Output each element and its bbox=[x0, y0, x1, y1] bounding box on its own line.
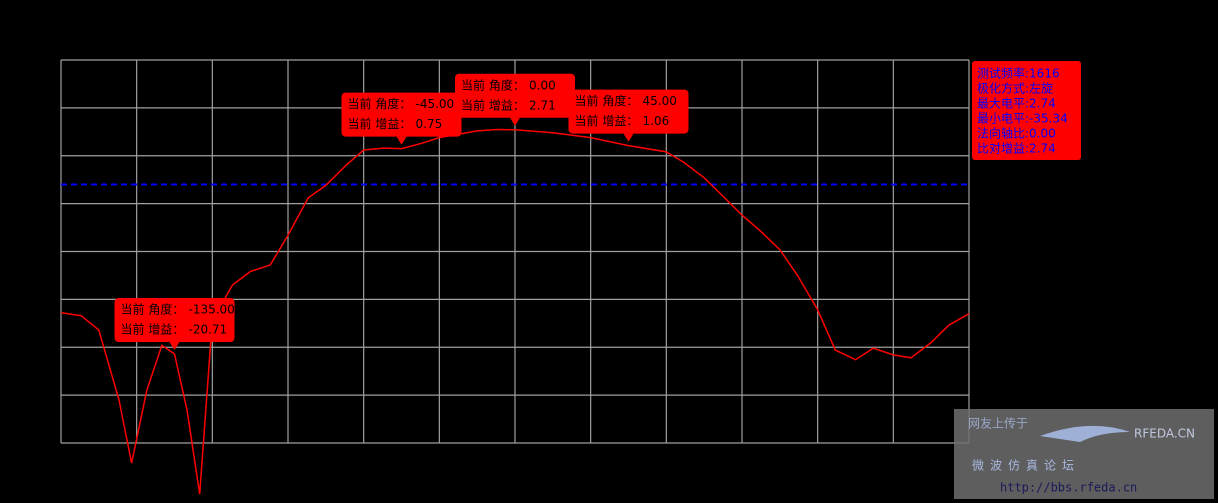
gain-caption: 当前 增益： bbox=[348, 116, 412, 131]
info-line: 测试频率:1616 bbox=[977, 66, 1060, 81]
callout-box bbox=[455, 73, 575, 118]
gain-value: 0.75 bbox=[416, 117, 443, 131]
callout: 当前 角度： 45.00 当前 增益： 1.06 bbox=[568, 89, 689, 142]
callout: 当前 角度： -135.00 当前 增益： -20.71 bbox=[114, 298, 235, 351]
angle-caption: 当前 角度： bbox=[348, 96, 412, 111]
callout-box bbox=[114, 298, 235, 343]
watermark-url: http://bbs.rfeda.cn bbox=[1000, 481, 1137, 495]
info-line: 最大电平:2.74 bbox=[977, 97, 1056, 111]
angle-caption: 当前 角度： bbox=[121, 302, 185, 317]
gain-value: -20.71 bbox=[189, 323, 228, 337]
gain-value: 2.71 bbox=[529, 98, 556, 112]
info-line: 比对增益:2.74 bbox=[977, 142, 1056, 156]
gain-caption: 当前 增益： bbox=[575, 113, 639, 128]
angle-value: -45.00 bbox=[416, 97, 455, 111]
info-line: 最小电平:-35.34 bbox=[977, 112, 1068, 126]
angle-value: 45.00 bbox=[643, 94, 677, 108]
angle-caption: 当前 角度： bbox=[575, 93, 639, 108]
watermark-uploader: 网友上传于 bbox=[968, 416, 1028, 431]
callout: 当前 角度： 0.00 当前 增益： 2.71 bbox=[455, 73, 575, 126]
callout-tail bbox=[623, 133, 634, 142]
callout: 当前 角度： -45.00 当前 增益： 0.75 bbox=[341, 92, 462, 145]
angle-caption: 当前 角度： bbox=[461, 77, 525, 92]
callout-tail bbox=[510, 117, 520, 126]
info-line: 法向轴比:0.00 bbox=[977, 126, 1056, 141]
watermark-forum: 微波仿真论坛 bbox=[972, 459, 1080, 473]
callout-tail bbox=[396, 136, 407, 145]
watermark-site: RFEDA.CN bbox=[1134, 427, 1195, 441]
watermark: 网友上传于 RFEDA.CN 微波仿真论坛 http://bbs.rfeda.cn bbox=[954, 409, 1214, 499]
angle-value: 0.00 bbox=[529, 78, 556, 92]
gain-caption: 当前 增益： bbox=[461, 97, 525, 112]
info-box bbox=[972, 61, 1081, 160]
callout-box bbox=[341, 92, 462, 137]
watermark-box bbox=[954, 409, 1214, 499]
info-line: 极化方式:左旋 bbox=[977, 81, 1053, 96]
watermark-bird bbox=[1040, 425, 1130, 442]
callout-box bbox=[568, 89, 689, 134]
gain-caption: 当前 增益： bbox=[121, 322, 185, 337]
gain-value: 1.06 bbox=[643, 114, 670, 128]
callout-tail bbox=[169, 342, 180, 351]
angle-value: -135.00 bbox=[189, 303, 235, 317]
